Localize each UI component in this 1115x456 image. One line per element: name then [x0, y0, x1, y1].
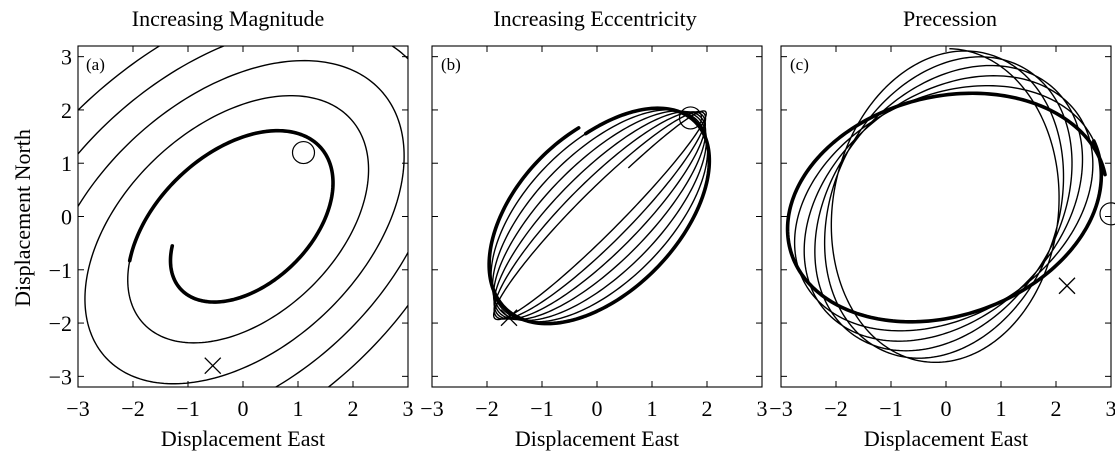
panel-c-xtick-label: 3 — [1106, 396, 1115, 421]
panel-b-xtick-label: −3 — [420, 396, 443, 421]
panel-a-end-marker — [204, 357, 222, 375]
panel-a-ytick-label: 2 — [61, 98, 72, 123]
panel-a-xtick-label: 3 — [403, 396, 414, 421]
panel-c-xtick-label: 2 — [1051, 396, 1062, 421]
panel-b-letter: (b) — [441, 55, 461, 74]
panel-b-ticks: −3 −2 −1 0 1 2 3 — [420, 46, 768, 421]
panel-b-xtick-label: −2 — [475, 396, 498, 421]
panel-a-ytick-label: −3 — [49, 364, 72, 389]
panel-c-xtick-label: −2 — [824, 396, 847, 421]
panel-a-xtick-label: −3 — [66, 396, 89, 421]
panel-c-x-axis-label: Displacement East — [864, 426, 1028, 451]
panel-a-title: Increasing Magnitude — [132, 6, 324, 31]
panel-b-first-cycle — [487, 106, 712, 326]
panel-a-letter: (a) — [86, 55, 105, 74]
panel-b-x-axis-label: Displacement East — [515, 426, 679, 451]
panel-b-frame — [431, 45, 763, 388]
panel-a-ytick-label: −1 — [49, 258, 72, 283]
panel-a-xtick-label: 0 — [238, 396, 249, 421]
panel-c-xtick-label: −3 — [769, 396, 792, 421]
panel-a-xtick-label: −2 — [121, 396, 144, 421]
panel-c-xtick-label: 1 — [996, 396, 1007, 421]
panel-a-ytick-label: −2 — [49, 311, 72, 336]
panel-b: Increasing Eccentricity (b) −3 −2 −1 0 1 2 3 D… — [420, 6, 767, 451]
panel-b-title: Increasing Eccentricity — [493, 6, 696, 31]
panel-c-ticks: −3 −2 −1 0 1 2 3 — [769, 46, 1115, 421]
panel-b-xtick-label: −1 — [530, 396, 553, 421]
panel-a-x-axis-label: Displacement East — [161, 426, 325, 451]
panel-c-letter: (c) — [790, 55, 809, 74]
panel-a-ticks: −3 −2 −1 0 1 2 3 −3 −2 −1 0 1 2 3 — [49, 45, 414, 421]
panel-b-xtick-label: 1 — [647, 396, 658, 421]
panel-a-start-marker — [291, 140, 316, 165]
panel-c-xtick-label: −1 — [879, 396, 902, 421]
panel-a-ytick-label: 1 — [61, 151, 72, 176]
panel-c-start-marker — [1099, 202, 1115, 226]
panel-a-first-cycle — [127, 128, 335, 304]
panel-c-title: Precession — [903, 6, 997, 31]
y-axis-label: Displacement North — [10, 129, 35, 307]
panel-a: Increasing Magnitude (a) −3 −2 −1 0 1 2 3−3−2−… — [49, 6, 414, 451]
panel-b-trajectory — [488, 107, 711, 325]
panel-a-curves — [78, 46, 408, 387]
panel-c-xtick-label: 0 — [941, 396, 952, 421]
panel-a-xtick-label: 2 — [348, 396, 359, 421]
panel-b-xtick-label: 2 — [702, 396, 713, 421]
panel-a-ytick-label: 3 — [61, 45, 72, 70]
panel-c: Precession (c) −3 −2 −1 0 1 2 3 Displacement E… — [769, 6, 1115, 451]
panel-b-curves — [487, 106, 712, 327]
panel-b-start-marker — [678, 106, 703, 130]
panel-c-curves — [785, 48, 1115, 364]
panel-a-xtick-label: 1 — [293, 396, 304, 421]
panel-b-end-marker — [500, 309, 518, 327]
panel-a-xtick-label: −1 — [176, 396, 199, 421]
panel-b-xtick-label: 0 — [592, 396, 603, 421]
panel-a-ytick-label: 0 — [61, 205, 72, 230]
panel-c-first-cycle — [785, 91, 1107, 324]
panel-b-xtick-label: 3 — [757, 396, 768, 421]
panel-c-end-marker — [1058, 277, 1076, 295]
